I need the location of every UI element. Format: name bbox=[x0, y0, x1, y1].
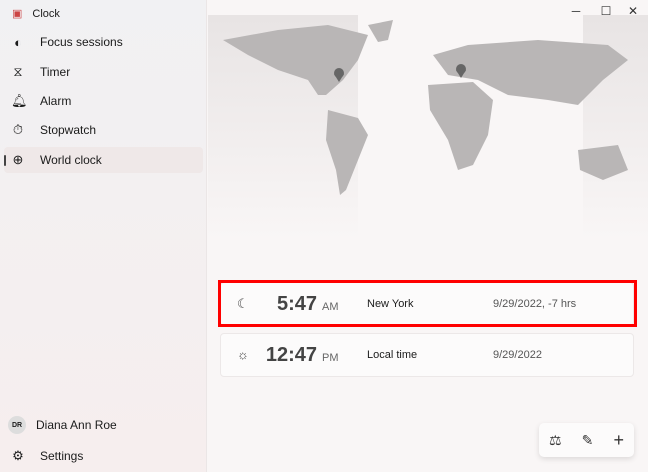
world-map bbox=[208, 15, 648, 240]
sidebar-item-label: Settings bbox=[40, 449, 84, 463]
clock-ampm: AM bbox=[322, 301, 339, 313]
clock-time: 12:47 bbox=[265, 344, 317, 366]
main-area: ─ ☐ ✕ ☾ 5:47 AM New York 9/29/2022, -7 h… bbox=[208, 0, 648, 472]
clock-date: 9/29/2022 bbox=[493, 349, 542, 361]
sidebar-item-label: Timer bbox=[40, 65, 71, 79]
sidebar-item-stopwatch[interactable]: ⏱︎ Stopwatch bbox=[4, 117, 203, 143]
world-clock-card-new-york[interactable]: ☾ 5:47 AM New York 9/29/2022, -7 hrs bbox=[220, 282, 634, 326]
user-account[interactable]: DR Diana Ann Roe bbox=[4, 412, 203, 438]
sidebar-item-focus-sessions[interactable]: ◐ Focus sessions bbox=[4, 29, 203, 55]
add-icon[interactable]: + bbox=[613, 429, 624, 450]
edit-icon[interactable]: ✎ bbox=[581, 431, 594, 448]
minimize-button[interactable]: ─ bbox=[571, 4, 581, 18]
clock-ampm: PM bbox=[322, 352, 339, 364]
clock-time: 5:47 bbox=[276, 293, 317, 315]
north-america bbox=[223, 25, 368, 95]
hourglass-icon: ⧖ bbox=[13, 64, 23, 79]
sidebar-item-timer[interactable]: ⧖ Timer bbox=[4, 59, 203, 85]
sidebar-item-world-clock[interactable]: ⊕ World clock bbox=[4, 147, 203, 173]
focus-icon: ◐ bbox=[14, 34, 22, 50]
user-name: Diana Ann Roe bbox=[36, 418, 117, 432]
australia bbox=[578, 145, 628, 180]
sidebar-item-label: Stopwatch bbox=[40, 123, 97, 137]
close-button[interactable]: ✕ bbox=[627, 4, 639, 18]
sidebar-item-label: World clock bbox=[40, 153, 102, 167]
gear-icon: ⚙ bbox=[12, 448, 24, 463]
app-title: ▣ Clock bbox=[12, 7, 60, 21]
sidebar-item-alarm[interactable]: 🔔︎ Alarm bbox=[4, 88, 203, 114]
bottom-toolbar: ⚖ ✎ + bbox=[539, 423, 634, 457]
south-america bbox=[326, 110, 368, 195]
maximize-button[interactable]: ☐ bbox=[600, 4, 612, 18]
compare-icon[interactable]: ⚖ bbox=[549, 431, 562, 448]
sidebar-item-label: Alarm bbox=[40, 94, 72, 108]
greenland bbox=[368, 20, 393, 42]
moon-icon: ☾ bbox=[237, 296, 249, 311]
sun-icon: ☼ bbox=[237, 347, 249, 362]
africa bbox=[428, 82, 493, 170]
stopwatch-icon: ⏱︎ bbox=[12, 122, 24, 137]
globe-icon: ⊕ bbox=[12, 152, 24, 167]
clock-city: Local time bbox=[367, 349, 418, 361]
avatar: DR bbox=[8, 416, 26, 434]
location-pin-new-york[interactable] bbox=[334, 68, 344, 82]
bell-icon: 🔔︎ bbox=[11, 93, 28, 108]
sidebar: ▣ Clock ◐ Focus sessions ⧖ Timer 🔔︎ Alarm ⏱︎… bbox=[0, 0, 207, 472]
eurasia bbox=[433, 40, 628, 105]
sidebar-item-settings[interactable]: ⚙ Settings bbox=[4, 443, 203, 469]
app-title-text: Clock bbox=[32, 7, 60, 20]
world-clock-card-local[interactable]: ☼ 12:47 PM Local time 9/29/2022 bbox=[220, 333, 634, 377]
location-pin-local[interactable] bbox=[456, 64, 466, 78]
clock-date: 9/29/2022, -7 hrs bbox=[493, 298, 577, 310]
clock-city: New York bbox=[367, 298, 414, 310]
sidebar-item-label: Focus sessions bbox=[40, 35, 123, 49]
clock-app-icon: ▣ bbox=[12, 8, 23, 20]
